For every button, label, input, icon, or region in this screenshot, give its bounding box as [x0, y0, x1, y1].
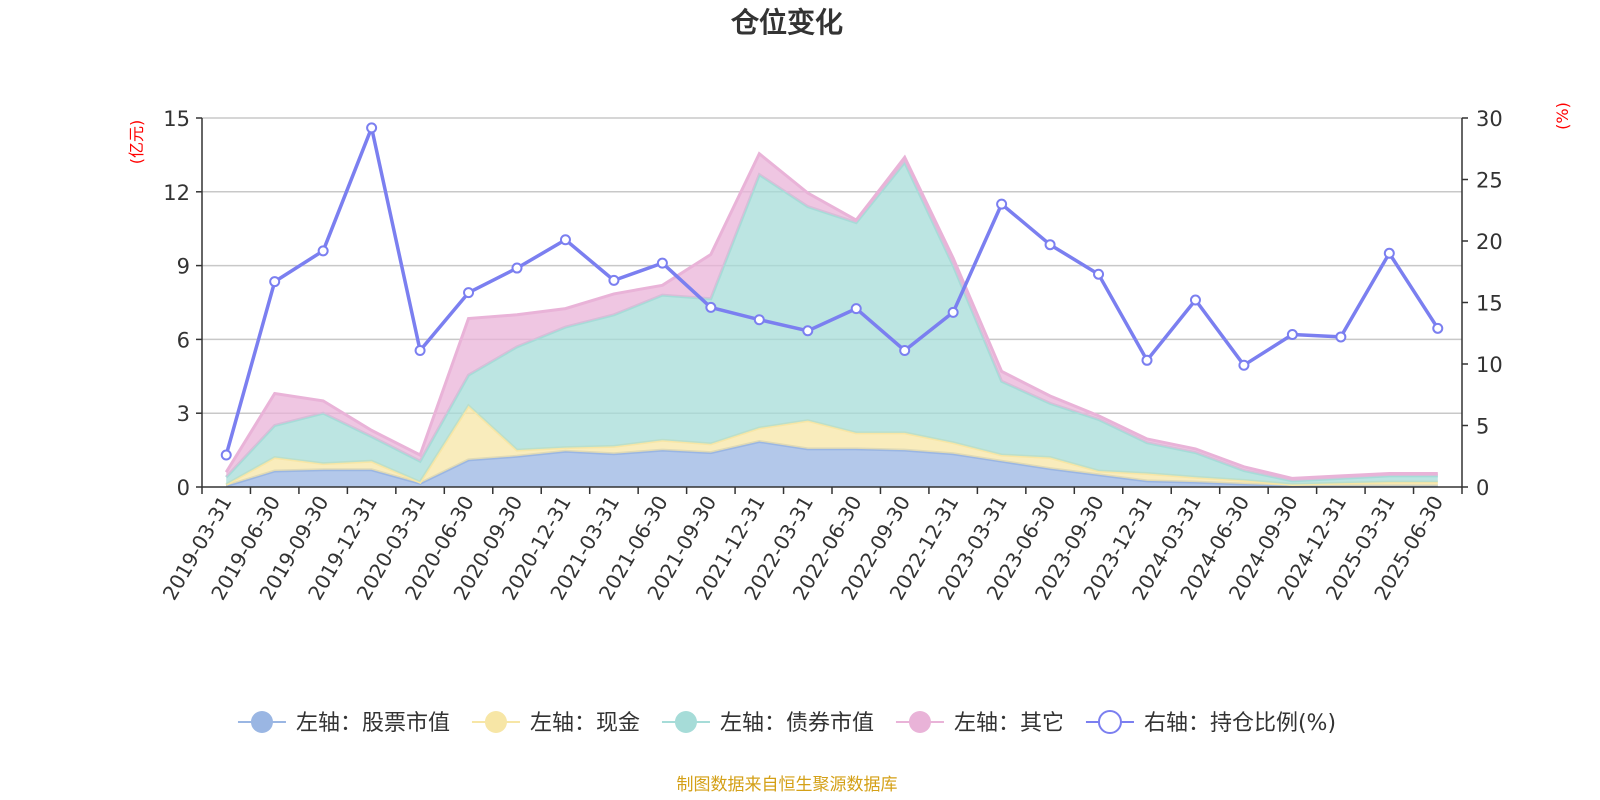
right-tick-label: 25	[1476, 169, 1503, 193]
ratio-line	[220, 122, 1444, 461]
ratio-point	[1432, 322, 1444, 334]
legend-item: 右轴：持仓比例(%)	[1085, 710, 1336, 736]
ratio-point	[608, 274, 620, 286]
ratio-point	[1383, 247, 1395, 259]
ratio-point	[1238, 359, 1250, 371]
left-tick-label: 6	[177, 328, 190, 352]
ratio-point	[1335, 331, 1347, 343]
right-tick-label: 0	[1476, 476, 1489, 500]
right-tick-label: 20	[1476, 230, 1503, 254]
ratio-point	[463, 287, 475, 299]
ratio-point	[559, 234, 571, 246]
legend-marker	[908, 711, 931, 733]
left-tick-label: 0	[177, 476, 190, 500]
right-tick-label: 30	[1476, 107, 1503, 131]
left-tick-label: 9	[177, 255, 190, 279]
ratio-point	[850, 303, 862, 315]
legend-marker	[674, 711, 697, 733]
legend-item: 左轴：债券市值	[661, 711, 874, 736]
ratio-point	[656, 257, 668, 269]
area-2	[226, 162, 1438, 485]
ratio-point	[1141, 354, 1153, 366]
legend-item: 左轴：股票市值	[237, 711, 450, 736]
chart-title: 仓位变化	[731, 6, 843, 39]
ratio-point	[996, 198, 1008, 210]
legend-item: 左轴：现金	[471, 711, 640, 736]
ratio-point	[414, 344, 426, 356]
source-note: 制图数据来自恒生聚源数据库	[677, 775, 898, 795]
ratio-point	[1189, 294, 1201, 306]
legend-label: 左轴：现金	[530, 711, 640, 736]
legend-label: 右轴：持仓比例(%)	[1144, 711, 1336, 736]
area-1	[226, 405, 1438, 486]
right-tick-label: 15	[1476, 292, 1503, 316]
ratio-point	[947, 306, 959, 318]
ratio-point	[366, 122, 378, 134]
area-0	[226, 441, 1438, 487]
legend-marker	[484, 711, 507, 733]
right-tick-label: 10	[1476, 353, 1503, 377]
stacked-areas	[224, 151, 1438, 488]
ratio-point	[269, 276, 281, 288]
ratio-point	[220, 449, 232, 461]
left-tick-label: 3	[177, 402, 190, 426]
ratio-point	[1286, 328, 1298, 340]
left-tick-label: 12	[163, 181, 190, 205]
ratio-point	[511, 262, 523, 274]
right-axis-unit: (%)	[1553, 102, 1572, 130]
legend-label: 左轴：股票市值	[296, 711, 450, 736]
ratio-point	[753, 314, 765, 326]
ratio-point	[705, 301, 717, 313]
legend-item: 左轴：其它	[895, 711, 1064, 736]
left-axis-unit: (亿元)	[127, 120, 146, 165]
ratio-point	[1093, 268, 1105, 280]
legend-label: 左轴：其它	[954, 711, 1064, 736]
ratio-line-path	[224, 126, 1440, 456]
right-tick-label: 5	[1476, 415, 1489, 439]
ratio-point	[317, 245, 329, 257]
left-tick-label: 15	[163, 107, 190, 131]
ratio-point	[802, 325, 814, 337]
area-edge	[224, 151, 1438, 480]
legend: 左轴：股票市值 左轴：现金 左轴：债券市值 左轴：其它 右轴：持仓比例(%)	[237, 710, 1336, 736]
ratio-point	[899, 344, 911, 356]
legend-marker	[250, 711, 273, 733]
legend-marker	[1097, 710, 1122, 734]
legend-label: 左轴：债券市值	[720, 711, 874, 736]
ratio-point	[1044, 239, 1056, 251]
